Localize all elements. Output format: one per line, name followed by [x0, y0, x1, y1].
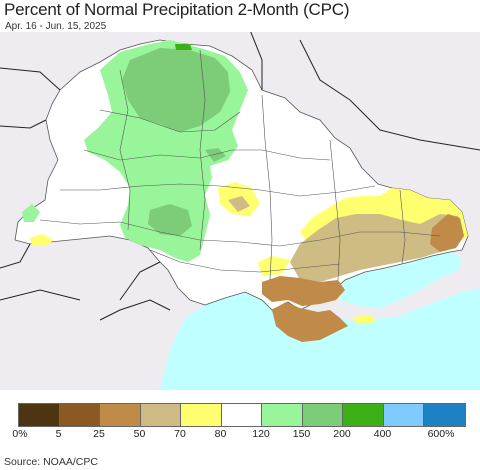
legend-swatch: [59, 404, 100, 426]
legend-swatch: [302, 404, 343, 426]
legend-swatch: [181, 404, 222, 426]
legend-swatch: [221, 404, 262, 426]
legend-swatch: [424, 404, 465, 426]
legend-swatch: [100, 404, 141, 426]
legend-tick-label: 0%: [12, 428, 28, 440]
area-150-200-east: [205, 148, 226, 162]
legend-tick-label: 25: [93, 428, 105, 440]
legend-tick-label: 120: [252, 428, 270, 440]
area-70-80-crimea-east: [352, 314, 376, 324]
legend-tick-label: 50: [133, 428, 146, 440]
legend-swatch: [383, 404, 424, 426]
area-120-150-west: [22, 204, 40, 222]
oblast-borders: [39, 49, 441, 281]
legend-swatch: [343, 404, 384, 426]
area-150-200-north: [122, 48, 230, 132]
legend-swatch: [19, 404, 60, 426]
area-50-70-center: [228, 196, 250, 212]
area-25-50-east: [430, 214, 464, 252]
sea-of-azov: [332, 252, 462, 308]
legend-tick-label: 80: [214, 428, 227, 440]
country-borders: [0, 32, 480, 321]
legend-color-bar: [18, 403, 466, 427]
area-70-80-south: [258, 256, 290, 276]
area-70-80-west: [30, 234, 54, 246]
legend-labels: 0% 5 25 50 70 80 120 150 200 400 600%: [0, 428, 480, 442]
legend-tick-label: 200: [333, 428, 351, 440]
map-title: Percent of Normal Precipitation 2-Month …: [4, 0, 350, 19]
area-150-200-central: [148, 204, 192, 236]
legend-tick-label: 150: [292, 428, 311, 440]
source-label: Source: NOAA/CPC: [4, 456, 98, 468]
date-range: Apr. 16 - Jun. 15, 2025: [5, 21, 107, 32]
legend-swatch: [140, 404, 181, 426]
legend-tick-label: 70: [174, 428, 186, 440]
legend-tick-label: 400: [373, 428, 392, 440]
legend-swatch: [262, 404, 303, 426]
area-25-50-south: [262, 276, 345, 306]
legend-tick-label: 600%: [427, 428, 455, 440]
precipitation-map: [0, 32, 480, 390]
area-25-50-crimea: [272, 302, 348, 342]
legend-tick-label: 5: [55, 428, 62, 440]
area-200-400: [175, 44, 192, 50]
